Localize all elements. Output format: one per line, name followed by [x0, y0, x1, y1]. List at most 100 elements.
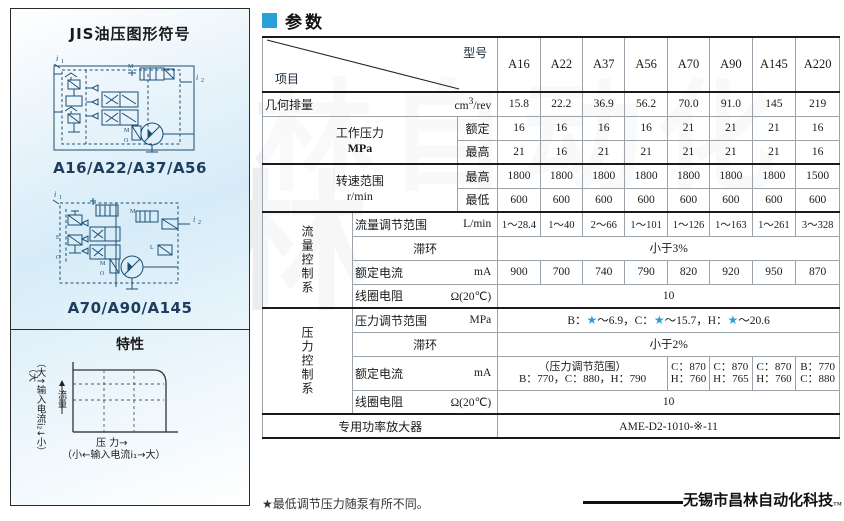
unit-pressure-coil: Ω(20℃): [450, 396, 492, 409]
brand-rule: [583, 501, 684, 504]
panel-divider: [11, 329, 249, 330]
section-header: 参数: [262, 8, 325, 33]
cell-displacement-a145: 145: [751, 91, 797, 117]
cell-wp-max-a90: 21: [709, 139, 753, 165]
label-displacement: 几何排量 cm3/rev: [261, 91, 499, 117]
row-flow-rated-current: 额定电流 mA 900 700 740 790 820 920 950 870: [263, 259, 840, 285]
row-speed-min: 最低 600 600 600 600 600 600 600 600: [263, 187, 840, 213]
label-pressure-adjust-range: 压力调节范围 MPa: [351, 307, 499, 333]
trademark-icon: ™: [833, 500, 842, 510]
pc-a90-line2: H：765: [713, 373, 749, 385]
svg-text:O: O: [56, 255, 61, 261]
sublabel-speed-max: 最高: [456, 163, 499, 189]
header-corner-cell: 型号 项目: [261, 36, 499, 93]
cell-flow-coil-value: 10: [497, 283, 840, 309]
svg-text:2: 2: [198, 220, 201, 226]
row-flow-coil-resistance: 线圈电阻 Ω(20℃) 10: [263, 283, 840, 309]
pc-a145-line2: H：760: [756, 373, 792, 385]
cell-wp-rated-a90: 21: [709, 115, 753, 141]
cell-wp-max-a56: 21: [624, 139, 668, 165]
unit-displacement: cm3/rev: [454, 96, 492, 113]
label-pressure-coil-text: 线圈电阻: [355, 395, 404, 410]
model-col-a22: A22: [539, 36, 584, 93]
cell-wp-max-a16: 21: [497, 139, 541, 165]
label-working-pressure-line2: MPa: [347, 140, 373, 155]
hydraulic-diagram-1: i 1: [11, 52, 249, 157]
header-model-label: 型号: [463, 46, 488, 60]
pressure-current-group-line2: B：770，C：880，H：790: [518, 373, 647, 385]
unit-pressure-rated: mA: [474, 367, 492, 379]
cell-wp-max-a22: 16: [539, 139, 584, 165]
cell-flow-range-a90: 1～163: [709, 211, 753, 237]
pc-a145-line1: C：870: [756, 360, 792, 373]
pressure-part-c: ～6.9，C：: [597, 315, 654, 328]
specification-table: 型号 项目 A16 A22 A37 A56 A70 A90 A145 A220 …: [261, 36, 840, 439]
cell-displacement-a90: 91.0: [709, 91, 753, 117]
model-col-a90: A90: [709, 36, 753, 93]
cell-speed-max-a145: 1800: [751, 163, 797, 189]
label-pressure-coil-resistance: 线圈电阻 Ω(20℃): [351, 389, 499, 415]
label-working-pressure: 工作压力 MPa: [262, 115, 458, 165]
svg-text:M: M: [124, 128, 130, 134]
label-pressure-adjust-text: 压力调节范围: [355, 313, 428, 328]
svg-text:i: i: [56, 54, 58, 63]
cell-pressure-current-a220: B：770 C：880: [795, 355, 840, 391]
model-col-a220: A220: [795, 36, 840, 93]
model-col-a56: A56: [624, 36, 668, 93]
cell-speed-min-a56: 600: [624, 187, 668, 213]
svg-text:1: 1: [61, 59, 64, 65]
model-col-a70: A70: [666, 36, 711, 93]
cell-wp-max-a220: 16: [795, 139, 840, 165]
label-displacement-text: 几何排量: [265, 97, 314, 112]
svg-text:M: M: [128, 64, 134, 70]
section-title: 参数: [285, 13, 325, 33]
cell-speed-min-a37: 600: [582, 187, 626, 213]
cell-flow-current-a22: 700: [539, 259, 584, 285]
table-header-row: 型号 项目 A16 A22 A37 A56 A70 A90 A145 A220: [261, 36, 840, 93]
cell-flow-current-a220: 870: [795, 259, 840, 285]
cell-wp-rated-a220: 16: [795, 115, 840, 141]
svg-text:L: L: [150, 245, 154, 251]
sublabel-working-pressure-rated: 额定: [456, 115, 499, 141]
row-working-pressure-rated: 工作压力 MPa 额定 16 16 16 16 21 21 21 16: [262, 115, 840, 165]
cell-wp-rated-a16: 16: [497, 115, 541, 141]
cell-pressure-coil-value: 10: [497, 389, 840, 415]
cell-speed-max-a22: 1800: [539, 163, 584, 189]
label-flow-adjust-text: 流量调节范围: [355, 217, 428, 232]
sublabel-speed-min: 最低: [456, 187, 499, 213]
panel-title: JIS油压图形符号: [69, 25, 191, 43]
cell-pressure-current-a90: C：870 H：765: [709, 355, 753, 391]
cell-displacement-a56: 56.2: [624, 91, 668, 117]
cell-speed-min-a145: 600: [751, 187, 797, 213]
cell-flow-range-a22: 1～40: [539, 211, 584, 237]
sublabel-working-pressure-max: 最高: [456, 139, 499, 165]
cell-displacement-a22: 22.2: [539, 91, 584, 117]
label-flow-adjust-range: 流量调节范围 L/min: [351, 211, 499, 237]
pressure-current-group-line1: （压力调节范围）: [538, 360, 627, 373]
svg-text:E: E: [56, 235, 60, 241]
cell-pressure-adjust-value: B：★～6.9，C：★～15.7，H：★～20.6: [497, 307, 840, 333]
svg-text:2: 2: [201, 78, 204, 84]
pc-a90-line1: C：870: [713, 360, 749, 373]
cell-speed-min-a220: 600: [795, 187, 840, 213]
svg-text:O: O: [124, 138, 129, 144]
cell-wp-rated-a70: 21: [666, 115, 711, 141]
cell-flow-current-a16: 900: [497, 259, 541, 285]
pc-a70-line2: H：760: [670, 373, 707, 385]
star-icon-c: ★: [653, 313, 665, 328]
cell-flow-current-a70: 820: [666, 259, 711, 285]
symbol-caption-1: A16/A22/A37/A56: [53, 159, 207, 177]
cell-speed-max-a56: 1800: [624, 163, 668, 189]
cell-wp-rated-a37: 16: [582, 115, 626, 141]
unit-flow-rated: mA: [474, 266, 492, 278]
cell-flow-range-a70: 1～126: [666, 211, 711, 237]
cell-flow-range-a56: 1～101: [624, 211, 668, 237]
cell-amplifier-value: AME-D2-1010-※-11: [497, 413, 840, 439]
row-pressure-adjust-range: 压力控制系 压力调节范围 MPa B：★～6.9，C：★～15.7，H：★～20…: [262, 307, 840, 415]
cell-wp-rated-a56: 16: [624, 115, 668, 141]
svg-text:M: M: [100, 261, 106, 267]
cell-wp-max-a37: 21: [582, 139, 626, 165]
label-speed-line2: r/min: [346, 189, 373, 203]
pressure-part-end: ～20.6: [738, 315, 770, 328]
cell-flow-range-a145: 1～261: [751, 211, 797, 237]
